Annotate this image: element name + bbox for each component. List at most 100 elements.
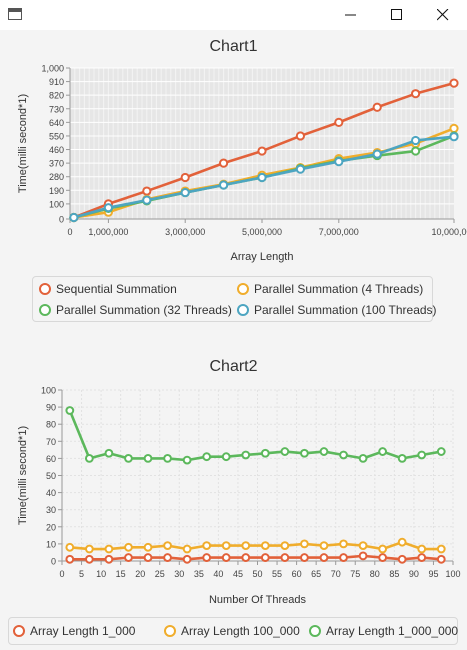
legend-label: Parallel Summation (100 Threads)	[254, 303, 437, 317]
y-axis-label: Time(milli second*1)	[17, 94, 29, 193]
window-titlebar	[0, 0, 467, 30]
x-axis-label: Array Length	[231, 251, 294, 263]
y-tick-label: 0	[59, 215, 64, 225]
y-tick-label: 1,000	[41, 64, 64, 74]
data-point	[260, 553, 270, 562]
data-point	[295, 131, 305, 141]
minimize-button[interactable]	[328, 0, 374, 30]
data-point	[202, 541, 212, 551]
x-tick-label: 10	[96, 569, 106, 579]
y-tick-label: 280	[49, 172, 64, 182]
y-tick-label: 0	[51, 557, 56, 567]
data-point	[334, 117, 344, 127]
data-point	[280, 553, 290, 562]
data-point	[221, 553, 231, 562]
minor-grid	[74, 68, 450, 219]
data-point	[334, 157, 344, 167]
x-tick-label: 1,000,000	[88, 227, 128, 237]
data-point	[280, 541, 290, 551]
data-point	[339, 553, 348, 562]
data-point	[180, 187, 190, 198]
y-tick-label: 730	[49, 104, 64, 114]
app-window-icon	[8, 8, 22, 20]
x-tick-label: 65	[311, 569, 321, 579]
minimize-icon	[345, 14, 356, 16]
data-point	[142, 186, 152, 196]
x-tick-label: 0	[59, 569, 64, 579]
x-tick-label: 60	[292, 569, 302, 579]
data-point	[319, 447, 329, 456]
chart2-svg: 0 10 20 30 40 50 60 70 80 90 100 0 5 10 15 20 25 30 35 40 45…	[17, 386, 461, 607]
x-tick-label: 15	[116, 569, 126, 579]
data-point	[300, 553, 309, 562]
x-tick-label: 25	[155, 569, 165, 579]
data-point	[378, 553, 388, 562]
data-point	[182, 455, 192, 465]
series-2	[65, 537, 446, 554]
x-tick-label: 10,000,000	[431, 227, 467, 237]
data-point	[143, 542, 153, 552]
data-point	[219, 158, 229, 168]
data-point	[163, 454, 172, 463]
maximize-button[interactable]	[374, 0, 420, 30]
data-point	[411, 146, 421, 156]
data-point	[358, 541, 368, 551]
data-point	[319, 553, 329, 562]
legend-item: Array Length 1_000	[13, 624, 135, 638]
y-tick-label: 90	[46, 403, 56, 413]
legend-item: Array Length 100_000	[164, 624, 300, 638]
data-point	[436, 554, 446, 564]
y-tick-label: 820	[49, 91, 64, 101]
data-point	[202, 553, 212, 562]
x-tick-label: 7,000,000	[319, 227, 359, 237]
data-point	[257, 172, 267, 183]
data-point	[378, 544, 388, 554]
x-tick-label: 5	[79, 569, 84, 579]
data-point	[124, 454, 133, 463]
y-tick-label: 20	[46, 522, 56, 532]
data-point	[339, 450, 348, 460]
data-point	[449, 78, 459, 88]
data-point	[372, 102, 382, 112]
data-point	[411, 135, 421, 146]
legend-item: Parallel Summation (4 Threads)	[237, 282, 423, 296]
data-point	[397, 454, 407, 463]
data-point	[449, 123, 459, 134]
chart1-svg: 0 100 190 280 370 460 550 640 730 820 910 1,000 0 1,0…	[17, 64, 467, 264]
data-point	[202, 452, 212, 462]
legend-marker	[13, 625, 25, 637]
chart1-legend: Sequential Summation Parallel Summation (…	[32, 276, 437, 322]
chart1-title: Chart1	[209, 38, 258, 55]
data-point	[124, 553, 133, 562]
data-point	[103, 203, 114, 213]
x-tick-label: 55	[272, 569, 282, 579]
data-point	[436, 544, 446, 554]
legend-label: Array Length 1_000	[30, 624, 136, 638]
legend-label: Array Length 1_000_000	[326, 624, 459, 638]
data-point	[163, 553, 172, 562]
data-point	[84, 544, 94, 554]
data-point	[417, 553, 427, 562]
data-point	[260, 541, 270, 551]
data-point	[241, 450, 251, 460]
series-1	[65, 551, 446, 564]
data-point	[339, 539, 348, 549]
data-point	[143, 553, 153, 562]
data-point	[219, 180, 229, 190]
y-tick-label: 10	[46, 539, 56, 549]
y-tick-label: 910	[49, 77, 64, 87]
x-tick-label: 90	[409, 569, 419, 579]
maximize-icon	[391, 9, 402, 20]
data-point	[69, 212, 79, 223]
data-point	[182, 544, 192, 554]
x-tick-label: 80	[370, 569, 380, 579]
data-point	[449, 132, 459, 142]
legend-label: Array Length 100_000	[181, 624, 300, 638]
data-point	[411, 89, 421, 99]
y-tick-label: 60	[46, 454, 56, 464]
legend-item: Sequential Summation	[39, 282, 177, 296]
y-tick-label: 460	[49, 145, 64, 155]
close-button[interactable]	[420, 0, 466, 30]
x-tick-label: 20	[135, 569, 145, 579]
x-tick-label: 3,000,000	[165, 227, 205, 237]
